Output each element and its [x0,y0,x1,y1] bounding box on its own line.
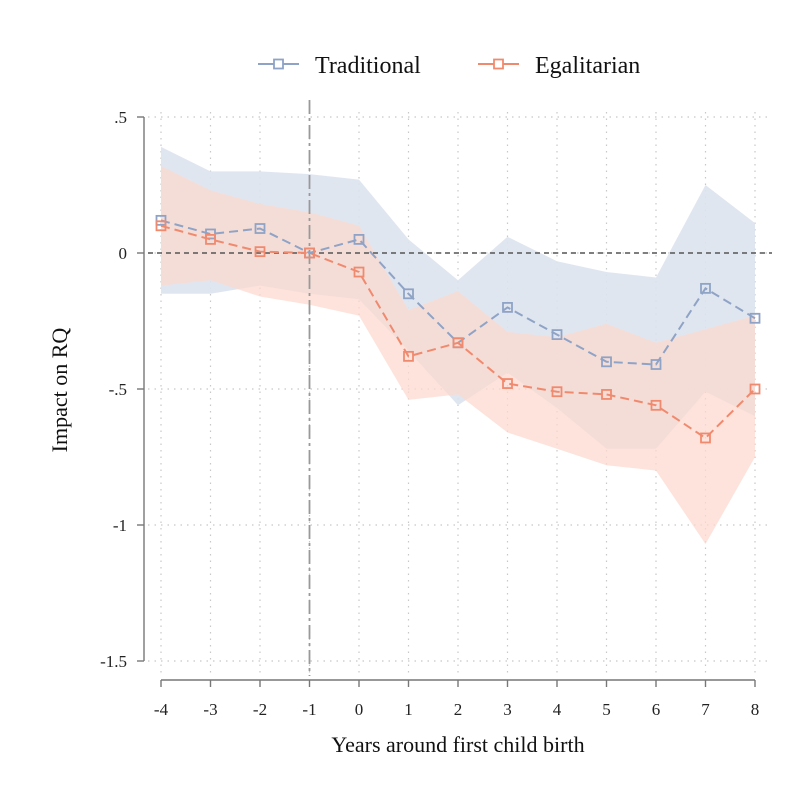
x-tick-label: 1 [404,700,413,719]
x-tick-label: -1 [302,700,316,719]
data-point-egalitarian [551,386,563,398]
x-tick-label: -2 [253,700,267,719]
x-axis-title: Years around first child birth [331,732,584,757]
y-tick-label: -1 [113,516,127,535]
data-point-egalitarian [700,432,711,444]
legend: Traditional Egalitarian [258,53,640,79]
data-point-egalitarian [205,233,216,245]
data-point-egalitarian [304,247,315,259]
legend-marker-traditional [273,58,284,70]
data-point-egalitarian [749,383,761,395]
x-tick-label: 4 [553,700,562,719]
data-point-traditional [700,282,711,294]
y-tick-label: .5 [114,108,127,127]
data-point-traditional [502,301,513,313]
y-tick-label: -1.5 [100,652,127,671]
reference-lines [148,100,772,676]
x-tick-label: 7 [701,700,710,719]
data-point-egalitarian [502,378,513,389]
y-axis-title: Impact on RQ [47,328,72,453]
x-tick-label: 3 [503,700,512,719]
legend-marker-egalitarian [493,58,504,70]
legend-label-traditional: Traditional [315,53,421,79]
data-point-traditional [551,329,563,341]
data-point-traditional [749,312,761,324]
data-point-traditional [353,233,365,245]
series-line-egalitarian [160,224,756,440]
data-point-traditional [601,356,612,368]
data-point-egalitarian [254,246,266,258]
series-lines [155,214,761,444]
x-tick-label: 6 [652,700,661,719]
axes: .5 0 -.5 -1 -1.5 -4 -3 -2 -1 0 1 2 3 4 5 6 7 8 [100,108,759,719]
x-tick-label: 0 [355,700,364,719]
data-point-egalitarian [650,399,662,411]
legend-label-egalitarian: Egalitarian [535,53,640,79]
data-point-egalitarian [452,337,464,349]
data-point-traditional [403,288,414,300]
x-tick-label: -3 [203,700,217,719]
x-tick-label: 8 [751,700,760,719]
data-point-egalitarian [155,220,167,232]
x-tick-label: 2 [454,700,463,719]
y-tick-label: 0 [119,244,128,263]
data-point-traditional [650,359,662,370]
data-point-traditional [205,228,216,240]
y-tick-label: -.5 [109,380,127,399]
data-point-traditional [254,223,266,234]
data-point-egalitarian [353,266,365,278]
data-point-traditional [155,214,167,226]
data-point-egalitarian [403,350,414,362]
x-tick-label: -4 [154,700,169,719]
x-tick-label: 5 [602,700,611,719]
data-point-egalitarian [601,389,612,400]
